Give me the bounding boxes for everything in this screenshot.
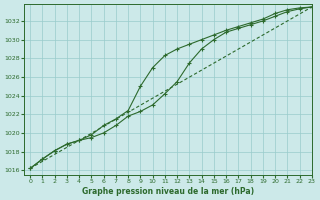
X-axis label: Graphe pression niveau de la mer (hPa): Graphe pression niveau de la mer (hPa) (82, 187, 254, 196)
